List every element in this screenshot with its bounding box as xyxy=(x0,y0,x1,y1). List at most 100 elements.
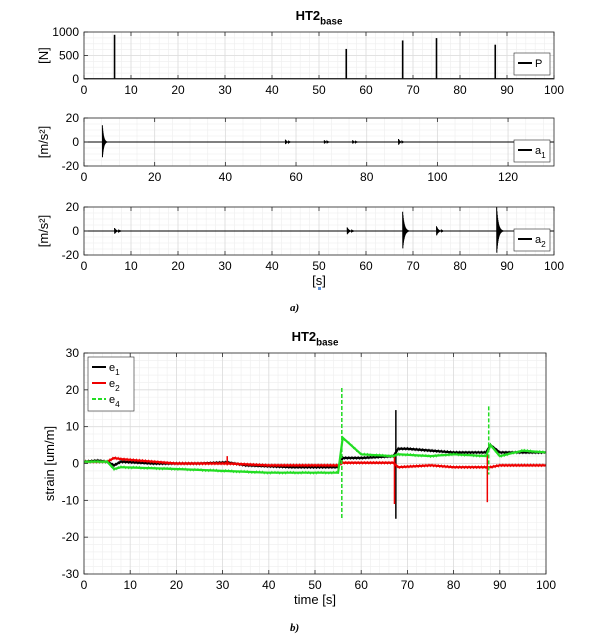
x-tick-label: 60 xyxy=(359,83,373,97)
burst xyxy=(352,140,358,145)
legend-label-main: e xyxy=(109,362,115,374)
legend-label: a2 xyxy=(535,234,546,249)
burst xyxy=(114,227,122,234)
x-tick-label: 70 xyxy=(401,578,415,592)
x-tick-label: 70 xyxy=(406,259,420,273)
x-tick-label: 10 xyxy=(124,578,138,592)
x-tick-label: 100 xyxy=(544,83,564,97)
y-tick-label: 1000 xyxy=(52,25,79,39)
series-noise xyxy=(84,442,545,470)
legend-label: P xyxy=(535,58,542,70)
series-noise xyxy=(84,436,545,476)
y-tick-label: -30 xyxy=(62,567,80,581)
legend: P xyxy=(513,52,551,76)
legend-label-main: a xyxy=(535,234,542,246)
chart-title-main: HT2 xyxy=(296,8,321,23)
legend-label-sub: 2 xyxy=(115,384,120,393)
legend-label-main: e xyxy=(109,394,115,406)
x-tick-label: 20 xyxy=(170,578,184,592)
legend-label: a1 xyxy=(535,145,546,160)
x-tick-label: 40 xyxy=(219,170,233,184)
y-axis-label: [m/s²] xyxy=(36,215,51,248)
series-line xyxy=(84,456,546,469)
y-tick-label: 500 xyxy=(59,49,79,63)
x-tick-label: 20 xyxy=(171,259,185,273)
legend-label: e2 xyxy=(109,378,120,393)
y-tick-label: -20 xyxy=(62,248,80,262)
burst xyxy=(402,211,410,249)
x-tick-label: 30 xyxy=(218,259,232,273)
y-tick-label: -20 xyxy=(62,159,80,173)
x-tick-label: 80 xyxy=(360,170,374,184)
caption-a: a) xyxy=(290,302,300,314)
series-noise xyxy=(84,456,545,470)
plot-area xyxy=(84,207,554,253)
plot-area xyxy=(84,125,554,158)
x-tick-label: 20 xyxy=(171,83,185,97)
legend-label-sub: 4 xyxy=(115,400,120,409)
x-tick-label: 40 xyxy=(265,259,279,273)
x-tick-label: 50 xyxy=(312,83,326,97)
chart-title: HT2base xyxy=(292,329,339,349)
x-tick-label: 90 xyxy=(500,83,514,97)
y-tick-label: 0 xyxy=(72,457,79,471)
legend-label-main: P xyxy=(535,58,542,70)
y-tick-label: 0 xyxy=(72,72,79,86)
series-a1 xyxy=(84,125,554,158)
y-tick-label: -20 xyxy=(62,530,80,544)
x-tick-label: 10 xyxy=(124,83,138,97)
x-tick-label: 0 xyxy=(81,83,88,97)
x-tick-label: 10 xyxy=(124,259,138,273)
marker-dot xyxy=(318,287,321,290)
x-tick-label: 90 xyxy=(500,259,514,273)
x-tick-label: 40 xyxy=(262,578,276,592)
x-tick-label: 80 xyxy=(453,259,467,273)
x-tick-label: 100 xyxy=(536,578,556,592)
legend-label-sub: 1 xyxy=(541,151,546,160)
y-tick-label: 10 xyxy=(66,420,80,434)
x-tick-label: 70 xyxy=(406,83,420,97)
burst xyxy=(398,138,404,145)
burst xyxy=(496,207,504,253)
legend-label: e4 xyxy=(109,394,120,409)
burst xyxy=(436,226,444,236)
burst xyxy=(284,139,291,145)
series-e2 xyxy=(84,452,546,505)
chart-title-sub: base xyxy=(316,338,339,349)
y-tick-label: -10 xyxy=(62,493,80,507)
legend-label-sub: 1 xyxy=(115,368,120,377)
x-tick-label: 40 xyxy=(265,83,279,97)
x-tick-label: 60 xyxy=(355,578,369,592)
chart-title-sub: base xyxy=(320,17,343,28)
x-axis-label: time [s] xyxy=(294,592,336,607)
y-tick-label: 20 xyxy=(66,200,80,214)
series-a2 xyxy=(84,207,554,253)
y-tick-label: 20 xyxy=(66,383,80,397)
y-axis-label: [N] xyxy=(36,47,51,64)
x-axis-label: [s] xyxy=(312,273,326,288)
x-tick-label: 0 xyxy=(81,259,88,273)
y-tick-label: 20 xyxy=(66,111,80,125)
x-tick-label: 30 xyxy=(216,578,230,592)
plot-area xyxy=(84,387,546,519)
y-tick-label: 0 xyxy=(72,135,79,149)
chart-title-main: HT2 xyxy=(292,329,317,344)
chart-4: 0 10 20 30 40 50 60 70 80 90 100 -30 -20 -10 0 10 20 30 st… xyxy=(42,329,556,607)
y-axis-label: [m/s²] xyxy=(36,126,51,159)
legend-label-main: a xyxy=(535,145,542,157)
x-tick-label: 0 xyxy=(81,170,88,184)
burst xyxy=(346,227,355,235)
x-tick-label: 50 xyxy=(308,578,322,592)
x-tick-label: 120 xyxy=(498,170,518,184)
y-axis-label: strain [um/m] xyxy=(42,426,57,501)
burst xyxy=(101,125,108,158)
caption-b: b) xyxy=(290,622,300,634)
x-tick-label: 60 xyxy=(289,170,303,184)
y-tick-label: 30 xyxy=(66,346,80,360)
x-tick-label: 30 xyxy=(218,83,232,97)
x-tick-label: 100 xyxy=(544,259,564,273)
burst xyxy=(323,139,330,145)
